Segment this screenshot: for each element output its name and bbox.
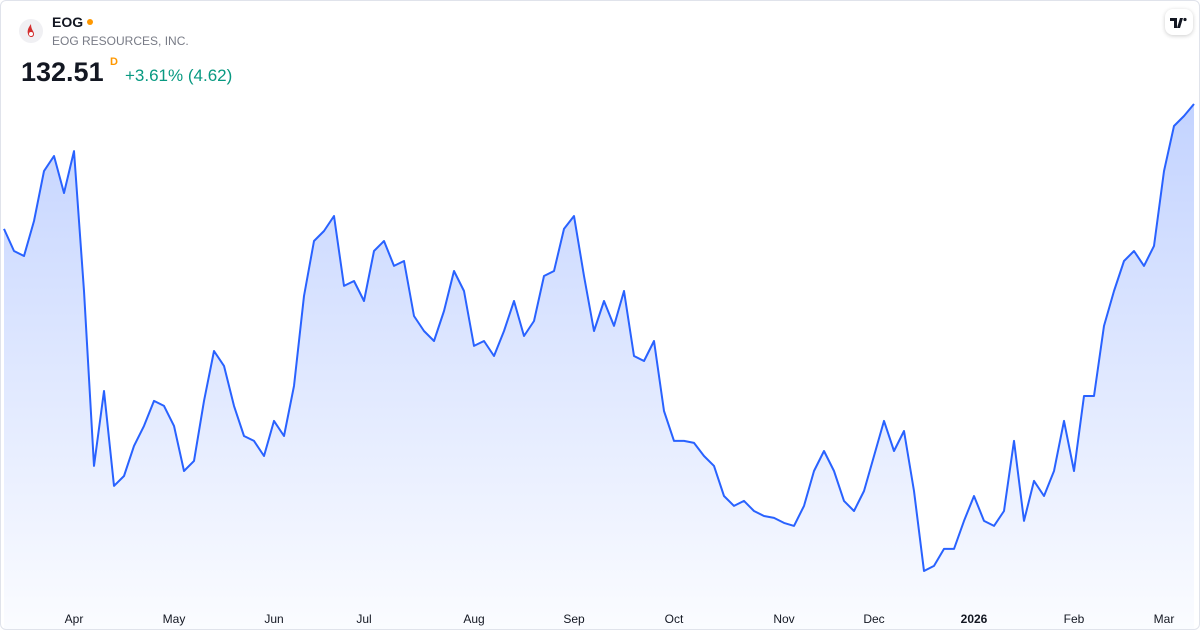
- x-tick-label: Oct: [665, 612, 684, 626]
- x-tick-label: Jun: [264, 612, 283, 626]
- market-status-dot: [87, 19, 94, 25]
- company-logo: [19, 19, 43, 43]
- x-tick-label: Jul: [356, 612, 371, 626]
- price-flag: D: [110, 56, 118, 68]
- price-line: [3, 103, 1195, 572]
- tradingview-logo[interactable]: [1165, 9, 1193, 35]
- company-name: EOG RESOURCES, INC.: [52, 34, 189, 48]
- x-tick-label: Nov: [773, 612, 794, 626]
- last-price: 132.51: [21, 57, 104, 87]
- x-tick-label: Mar: [1154, 612, 1175, 626]
- x-tick-label: Apr: [65, 612, 84, 626]
- x-tick-label: May: [163, 612, 186, 626]
- x-tick-label: Dec: [863, 612, 884, 626]
- area-fill: [4, 104, 1194, 629]
- logo-icon: [27, 24, 34, 37]
- symbol[interactable]: EOG: [52, 14, 94, 30]
- price-change: +3.61% (4.62): [125, 66, 233, 85]
- x-tick-label: Sep: [563, 612, 585, 626]
- symbol-text[interactable]: EOG: [52, 14, 84, 30]
- x-tick-label: 2026: [961, 612, 988, 626]
- x-tick-label: Feb: [1064, 612, 1085, 626]
- x-tick-label: Aug: [463, 612, 484, 626]
- tv-icon: [1170, 17, 1187, 28]
